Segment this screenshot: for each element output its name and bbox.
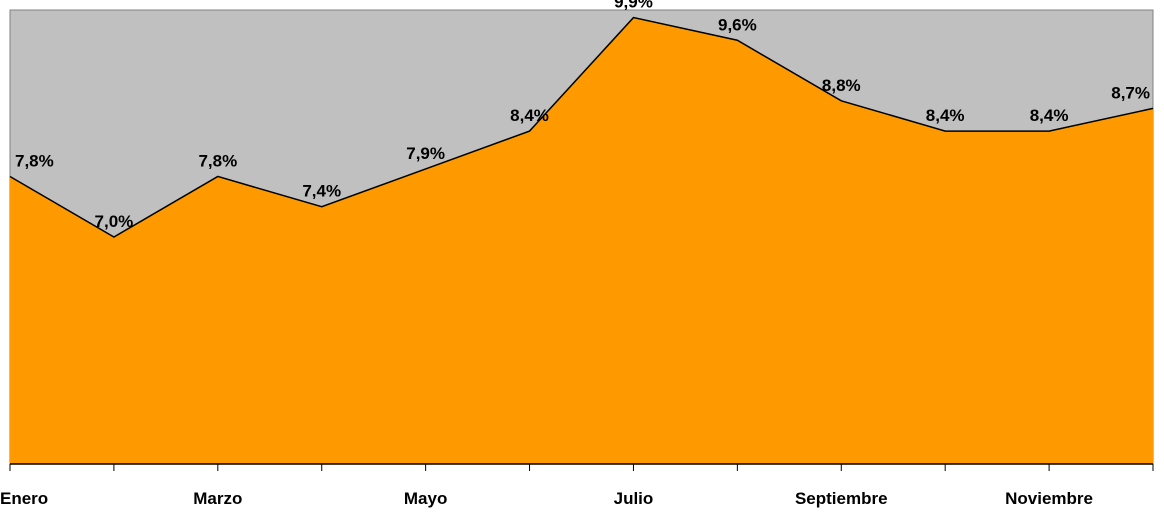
data-label: 8,7%	[1111, 83, 1150, 102]
data-label: 7,4%	[302, 182, 341, 201]
data-label: 8,4%	[926, 106, 965, 125]
x-tick-label: Marzo	[193, 489, 242, 508]
x-tick-label: Enero	[0, 489, 48, 508]
data-label: 8,4%	[1030, 106, 1069, 125]
data-label: 9,9%	[614, 0, 653, 12]
data-label: 7,0%	[95, 212, 134, 231]
x-tick-label: Julio	[614, 489, 654, 508]
series-area	[10, 17, 1153, 464]
data-label: 8,8%	[822, 76, 861, 95]
data-label: 7,8%	[15, 151, 54, 170]
x-tick-label: Septiembre	[795, 489, 888, 508]
series-line	[9, 16, 1154, 238]
data-label: 9,6%	[718, 15, 757, 34]
x-tick-label: Mayo	[404, 489, 447, 508]
data-label: 7,9%	[406, 144, 445, 163]
area-layer	[9, 16, 1154, 464]
data-labels: 7,8% 7,0% 7,8% 7,4% 7,9% 8,4% 9,9% 9,6% 8,8% 8,4%…	[15, 0, 1150, 231]
x-axis: Enero Marzo Mayo Julio Septiembre Noviembre	[0, 463, 1154, 508]
data-label: 8,4%	[510, 106, 549, 125]
data-label: 7,8%	[198, 151, 237, 170]
x-tick-label: Noviembre	[1005, 489, 1093, 508]
